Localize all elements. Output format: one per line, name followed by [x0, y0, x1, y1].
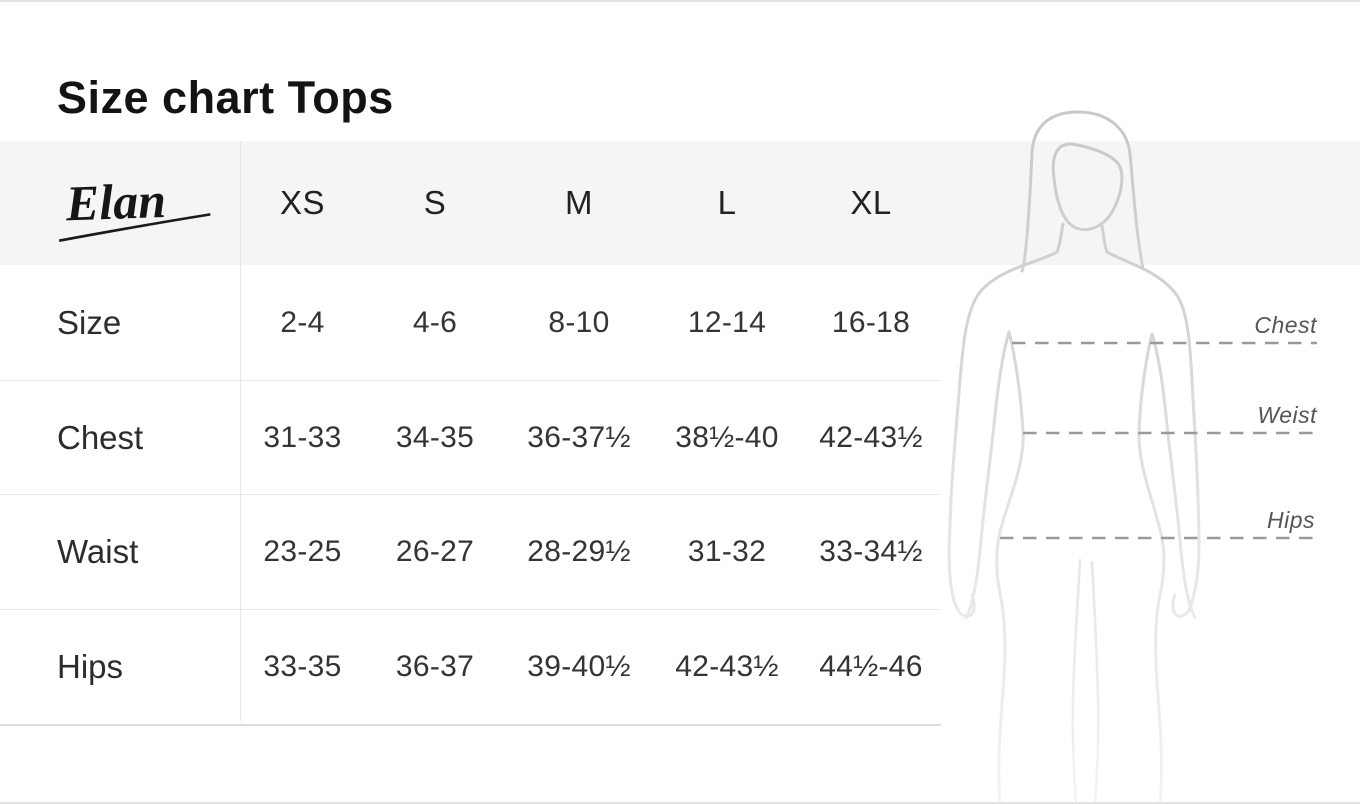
- cell-size-m: 8-10: [548, 305, 610, 339]
- left-inner-arm: [964, 330, 1011, 620]
- brand-logo-underline: [58, 213, 211, 242]
- column-header-l: L: [717, 184, 737, 221]
- cell-chest-s: 34-35: [395, 420, 475, 454]
- table-row-hips: Hips 33-35 36-37 39-40½ 42-43½ 44½-46: [0, 609, 941, 724]
- cell-hips-l: 42-43½: [675, 650, 779, 683]
- page-top-border: [0, 0, 1360, 2]
- cell-hips-xs: 33-35: [263, 650, 342, 683]
- cell-chest-m: 36-37½: [527, 420, 631, 454]
- hair-outline: [1020, 110, 1145, 273]
- table-row-size: Size 2-4 4-6 8-10 12-14 16-18: [0, 265, 941, 380]
- table-row-waist: Waist 23-25 26-27 28-29½ 31-32 33-34½: [0, 494, 941, 609]
- cell-hips-xl: 44½-46: [819, 650, 923, 683]
- chest-measure-label: Chest: [1254, 312, 1317, 338]
- cell-chest-xs: 31-33: [263, 420, 342, 454]
- size-table: XS S M L XL Size 2-4 4-6 8-10 12-14 16-1…: [0, 141, 941, 726]
- right-shoulder-arm: [1100, 224, 1201, 618]
- column-header-xl: XL: [850, 184, 892, 221]
- row-label-size: Size: [57, 303, 122, 341]
- row-label-chest: Chest: [57, 418, 144, 456]
- page-bottom-border: [0, 802, 1360, 804]
- left-shoulder-arm: [947, 222, 1065, 618]
- right-torso-leg: [1137, 332, 1166, 804]
- cell-hips-m: 39-40½: [527, 650, 631, 683]
- row-label-hips: Hips: [57, 648, 124, 685]
- cell-waist-s: 26-27: [395, 535, 475, 568]
- column-header-s: S: [423, 184, 447, 221]
- table-header-row: XS S M L XL: [0, 141, 941, 265]
- cell-waist-l: 31-32: [687, 535, 767, 568]
- cell-chest-xl: 42-43½: [819, 420, 923, 454]
- cell-size-xl: 16-18: [831, 305, 911, 339]
- cell-hips-s: 36-37: [395, 650, 475, 683]
- cell-waist-xs: 23-25: [263, 535, 342, 568]
- cell-size-xs: 2-4: [280, 305, 325, 339]
- cell-waist-xl: 33-34½: [819, 535, 923, 568]
- face-outline: [1051, 142, 1124, 232]
- cell-waist-m: 28-29½: [527, 535, 631, 568]
- cell-size-l: 12-14: [687, 305, 767, 339]
- right-inner-leg: [1090, 560, 1100, 804]
- table-vertical-divider: [240, 141, 241, 721]
- column-header-m: M: [565, 184, 593, 221]
- hips-measure-label: Hips: [1266, 507, 1315, 533]
- table-row-chest: Chest 31-33 34-35 36-37½ 38½-40 42-43½: [0, 380, 941, 494]
- waist-measure-label: Weist: [1257, 402, 1317, 428]
- body-silhouette-illustration: [947, 110, 1317, 804]
- brand-logo-text: Elan: [64, 172, 167, 231]
- right-inner-arm: [1150, 332, 1197, 620]
- row-label-waist: Waist: [57, 533, 139, 570]
- left-torso-leg: [995, 330, 1025, 804]
- cell-chest-l: 38½-40: [675, 420, 779, 454]
- page-title: Size chart Tops: [57, 72, 394, 124]
- brand-logo: Elan: [58, 172, 211, 242]
- column-header-xs: XS: [279, 184, 326, 221]
- left-inner-leg: [1071, 558, 1082, 804]
- cell-size-s: 4-6: [412, 305, 458, 339]
